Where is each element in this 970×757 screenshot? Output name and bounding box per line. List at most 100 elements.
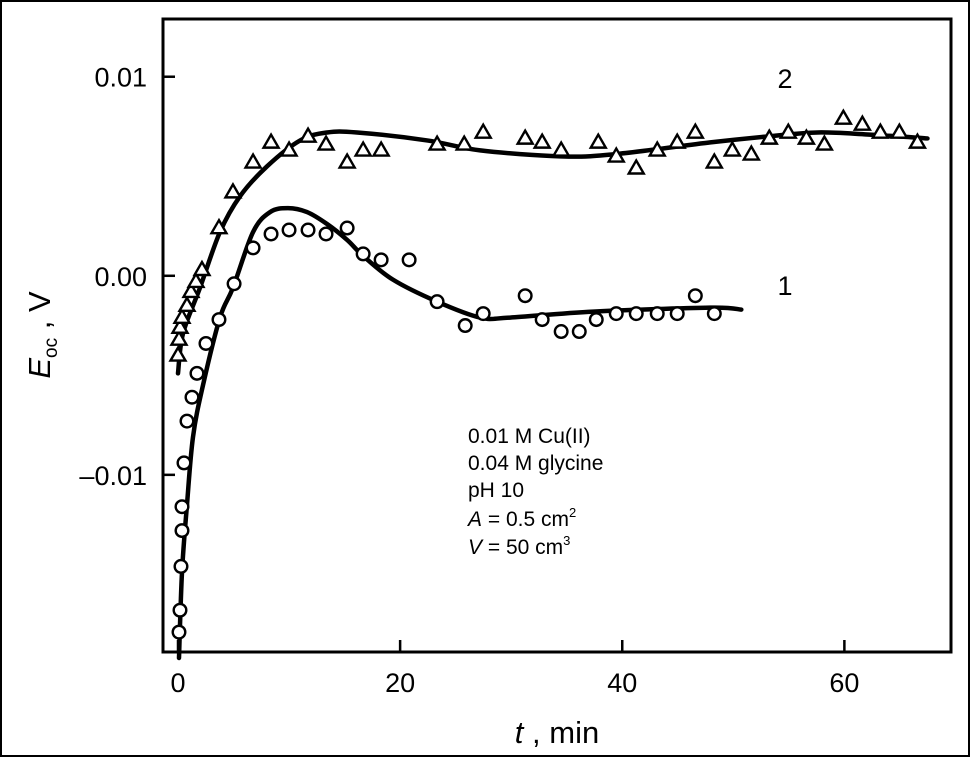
- y-tick-label: 0.00: [94, 262, 147, 292]
- annotation-line: 0.04 M glycine: [468, 452, 603, 475]
- data-point-series-2: [515, 128, 535, 145]
- plot-area-border: [161, 17, 953, 654]
- data-point-series-1: [517, 288, 533, 304]
- conditions-annotation: 0.01 M Cu(II) 0.04 M glycine pH 10 A = 0…: [466, 425, 603, 559]
- data-point-series-2: [778, 122, 798, 139]
- data-point-series-1: [245, 240, 261, 256]
- data-point-series-1: [184, 389, 200, 405]
- data-point-series-1: [173, 558, 189, 574]
- data-point-series-2: [427, 134, 447, 151]
- x-tick-label: 40: [607, 668, 637, 698]
- data-point-series-2: [168, 345, 188, 362]
- data-point-series-1: [263, 226, 279, 242]
- data-point-series-2: [371, 140, 391, 157]
- y-axis-label: Eoc , V: [22, 291, 62, 379]
- data-point-series-1: [401, 252, 417, 268]
- y-tick-label: 0.01: [94, 63, 147, 93]
- axis-ticks: 0 20 40 60 0.01 0.00 –0.01: [79, 63, 859, 698]
- fit-curves: [175, 129, 930, 661]
- data-point-series-2: [907, 132, 928, 149]
- data-point-series-2: [279, 140, 299, 157]
- data-point-series-1: [608, 306, 624, 322]
- data-point-series-1: [588, 312, 604, 328]
- y-tick-label: –0.01: [79, 461, 147, 491]
- data-point-series-2: [172, 307, 192, 324]
- data-point-series-1: [189, 365, 205, 381]
- data-point-series-1: [300, 222, 316, 238]
- data-point-series-1: [179, 413, 195, 429]
- data-point-series-1: [534, 312, 550, 328]
- data-point-series-2: [181, 281, 201, 299]
- data-point-series-2: [243, 152, 263, 169]
- data-point-series-2: [606, 146, 626, 163]
- data-point-series-2: [551, 140, 571, 157]
- data-point-series-1: [318, 226, 334, 242]
- data-point-series-2: [337, 152, 357, 169]
- x-tick-label: 0: [170, 668, 185, 698]
- data-point-series-2: [192, 259, 212, 277]
- data-point-series-2: [870, 122, 890, 139]
- data-point-series-1: [198, 335, 214, 351]
- data-point-series-1: [571, 324, 587, 340]
- series-label-1: 1: [777, 271, 792, 301]
- data-point-series-2: [833, 108, 853, 125]
- data-point-series-1: [172, 602, 188, 618]
- x-tick-label: 60: [829, 668, 859, 698]
- data-point-series-2: [647, 140, 667, 157]
- data-point-series-1: [176, 455, 192, 471]
- data-point-series-2: [889, 122, 909, 139]
- data-point-series-2: [759, 128, 779, 145]
- data-point-series-2: [741, 144, 761, 161]
- data-point-series-2: [473, 122, 493, 139]
- data-point-series-1: [281, 222, 297, 238]
- data-point-series-2: [852, 114, 872, 131]
- x-axis-label: t , min: [515, 715, 599, 750]
- data-point-series-2: [626, 158, 646, 175]
- data-point-series-1: [687, 288, 703, 304]
- data-point-series-1: [355, 246, 371, 262]
- data-point-series-2: [685, 122, 705, 139]
- data-point-series-2: [454, 134, 474, 151]
- data-point-series-1: [211, 312, 227, 328]
- data-point-series-1: [339, 220, 355, 236]
- data-point-series-2: [796, 128, 816, 145]
- data-point-series-2: [261, 132, 281, 149]
- fit-curve-series-2: [175, 129, 930, 376]
- data-point-series-1: [649, 306, 665, 322]
- x-tick-label: 20: [385, 668, 415, 698]
- data-point-series-1: [226, 276, 242, 292]
- series-label-2: 2: [777, 64, 792, 94]
- data-point-series-1: [457, 318, 473, 334]
- annotation-area: A = 0.5 cm2: [466, 505, 576, 531]
- annotation-line: pH 10: [468, 479, 524, 502]
- data-point-series-1: [429, 294, 445, 310]
- data-point-series-2: [532, 132, 552, 149]
- data-point-series-2: [170, 317, 190, 334]
- data-point-series-1: [174, 523, 190, 539]
- data-point-series-2: [316, 134, 336, 151]
- fit-curve-series-1: [176, 205, 744, 661]
- data-point-series-2: [722, 140, 742, 157]
- data-point-series-2: [704, 152, 724, 169]
- data-point-series-1: [706, 306, 722, 322]
- data-point-series-2: [588, 132, 608, 149]
- data-point-series-1: [174, 499, 190, 515]
- data-point-series-1: [171, 624, 187, 640]
- data-point-series-2: [186, 271, 206, 289]
- data-point-series-1: [669, 306, 685, 322]
- data-point-series-1: [628, 306, 644, 322]
- data-point-series-2: [353, 140, 373, 157]
- data-point-series-2: [169, 329, 189, 346]
- data-point-series-2: [814, 134, 834, 151]
- data-point-series-2: [223, 181, 243, 199]
- data-point-series-1: [475, 306, 491, 322]
- data-point-series-1: [553, 324, 569, 340]
- data-point-series-2: [298, 126, 318, 143]
- data-markers: [168, 108, 928, 640]
- annotation-line: 0.01 M Cu(II): [468, 425, 591, 448]
- data-point-series-2: [209, 217, 229, 235]
- annotation-volume: V = 50 cm3: [468, 533, 570, 559]
- data-point-series-1: [373, 252, 389, 268]
